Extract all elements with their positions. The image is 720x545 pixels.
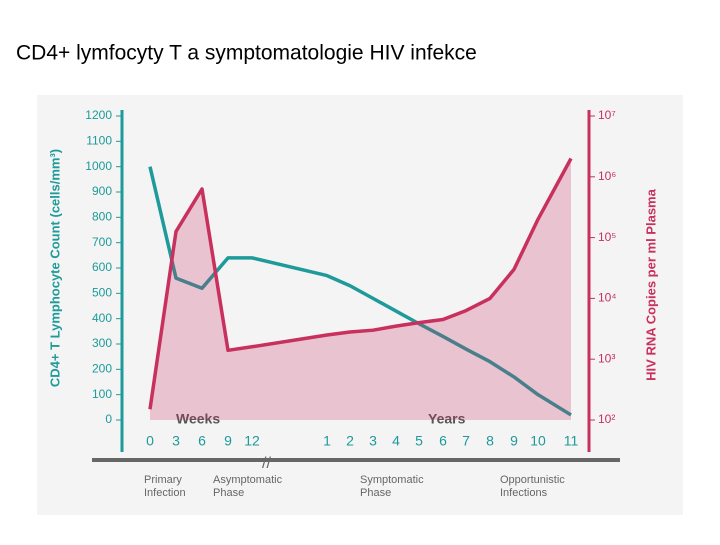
x-tick-label: 7 [462,433,470,449]
line [148,157,573,410]
y2-tick-label: 10⁷ [598,108,616,122]
x-tick-label: 2 [346,433,354,449]
y-axis-label: CD4+ T Lymphocyte Count (cells/mm³) [47,149,62,387]
x-tick-label: 3 [172,433,180,449]
x-group-label: Weeks [176,411,220,427]
chart-panel [37,95,683,515]
x-tick-label: 0 [146,433,154,449]
y-tick-label: 500 [92,286,112,300]
x-tick-label: 8 [486,433,494,449]
y-tick-label: 900 [92,184,112,198]
y-tick-label: 300 [92,336,112,350]
y2-tick-label: 10⁵ [598,230,616,244]
x-tick-label: 11 [564,433,579,449]
y-tick-label: 100 [92,387,112,401]
y-tick-label: 1000 [85,159,112,173]
y2-axis-label: HIV RNA Copies per ml Plasma [643,188,658,380]
y2-tick-label: 10⁴ [598,291,617,305]
x-tick-label: 4 [392,433,400,449]
y2-tick-label: 10⁶ [598,169,616,183]
x-tick-label: 1 [323,433,331,449]
y-tick-label: 600 [92,260,112,274]
phase-label: Opportunistic Infections [500,474,565,499]
area [150,158,571,420]
y-tick-label: 1100 [86,134,112,148]
y-tick-label: 200 [92,362,112,376]
phase-label: Symptomatic Phase [360,474,424,499]
x-group-label: Years [428,411,466,427]
y-tick-label: 1200 [85,108,112,122]
slide-title: CD4+ lymfocyty T a symptomatologie HIV i… [16,42,477,65]
x-tick-label: 12 [244,433,260,449]
y-tick-label: 800 [92,210,112,224]
y-tick-label: 700 [92,235,112,249]
phase-label: Primary Infection [144,474,186,499]
y2-tick-label: 10³ [598,351,615,365]
x-tick-label: 6 [439,433,447,449]
x-tick-label: 3 [369,433,377,449]
phase-label: Asymptomatic Phase [213,474,283,499]
x-tick-label: 6 [198,433,206,449]
x-tick-label: 9 [224,433,232,449]
y-tick-label: 0 [105,412,112,426]
y-tick-label: 400 [92,311,112,325]
x-tick-label: 9 [510,433,518,449]
x-tick-label: 5 [415,433,423,449]
x-tick-label: 10 [530,433,546,449]
y2-tick-label: 10² [598,412,615,426]
break-mark: // [262,455,271,472]
